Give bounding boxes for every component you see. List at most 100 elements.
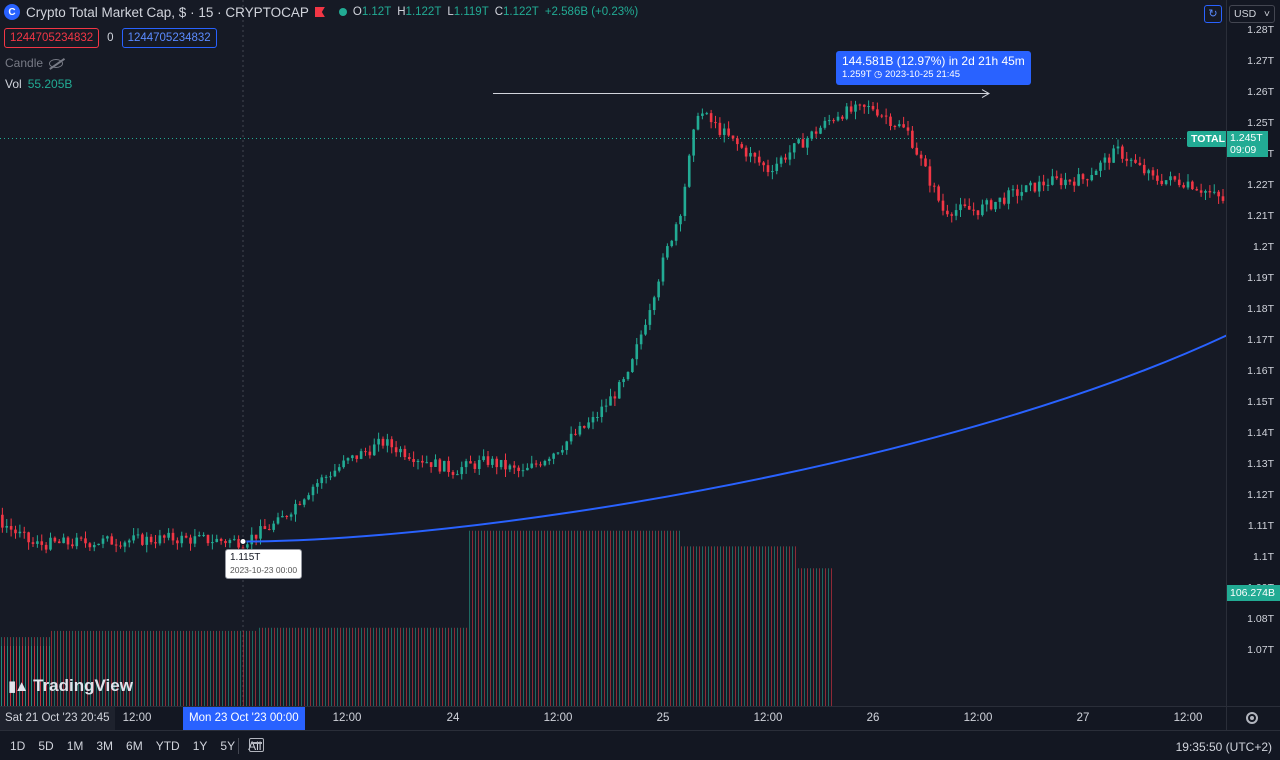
- volume-bar: [493, 530, 494, 706]
- time-axis[interactable]: Sat 21 Oct '23 20:45 Mon 23 Oct '23 00:0…: [0, 706, 1226, 730]
- volume-bar: [690, 546, 691, 706]
- measure-label[interactable]: 144.581B (12.97%) in 2d 21h 45m 1.259T ◷…: [836, 51, 1031, 85]
- volume-bar: [135, 630, 136, 706]
- volume-bar: [153, 630, 154, 706]
- candle: [679, 214, 682, 232]
- timeframe-button[interactable]: 1M: [66, 739, 84, 753]
- candle: [963, 198, 967, 208]
- input-a-box[interactable]: 1244705234832: [4, 28, 100, 48]
- volume-bar: [316, 627, 317, 706]
- volume-bar: [46, 646, 47, 706]
- crypto-cap-icon[interactable]: C: [4, 4, 20, 20]
- volume-bar: [466, 627, 467, 706]
- candle-legend-row[interactable]: Candle: [5, 56, 64, 70]
- clock[interactable]: 19:35:50 (UTC+2): [1175, 740, 1272, 754]
- candle: [1051, 168, 1054, 186]
- candle: [1151, 167, 1155, 180]
- timeframe-button[interactable]: 5D: [38, 739, 54, 753]
- candle: [57, 538, 61, 544]
- volume-bar: [643, 530, 644, 706]
- volume-bar: [228, 630, 229, 706]
- timeframe-button[interactable]: 1D: [10, 739, 26, 753]
- volume-bar: [144, 630, 145, 706]
- price-chart[interactable]: [0, 0, 1226, 706]
- candle: [224, 539, 227, 548]
- volume-bar: [676, 530, 677, 706]
- volume-bar: [541, 530, 542, 706]
- calendar-icon[interactable]: [249, 738, 264, 752]
- volume-bar: [382, 627, 383, 706]
- volume-bar: [361, 627, 362, 706]
- timeframe-button[interactable]: 5Y: [220, 739, 236, 753]
- candle: [27, 531, 30, 550]
- candle: [447, 456, 450, 477]
- start-point-label[interactable]: 1.115T 2023-10-23 00:00: [225, 549, 303, 579]
- candle: [92, 541, 96, 552]
- candle: [512, 461, 516, 474]
- chart-pane[interactable]: C Crypto Total Market Cap, $ · 15 · CRYP…: [0, 0, 1226, 706]
- volume-bar: [295, 627, 296, 706]
- candle: [648, 303, 652, 331]
- timeframe-button[interactable]: YTD: [155, 739, 180, 753]
- volume-bar: [616, 530, 617, 706]
- candle: [215, 534, 219, 543]
- candle: [762, 161, 765, 172]
- volume-bar: [340, 627, 341, 706]
- input-b-box[interactable]: 1244705234832: [121, 28, 217, 48]
- volume-bar: [816, 568, 817, 706]
- volume-bar: [237, 630, 238, 706]
- timeframe-button[interactable]: 6M: [126, 739, 143, 753]
- candle: [862, 104, 866, 114]
- volume-bar: [370, 627, 371, 706]
- market-status-icon[interactable]: [338, 8, 347, 16]
- tradingview-watermark[interactable]: ▮▲ TradingView: [8, 676, 133, 696]
- candle: [197, 531, 201, 537]
- candle: [596, 411, 599, 422]
- volume-bar: [249, 630, 250, 706]
- volume-bar: [589, 530, 590, 706]
- candle: [162, 534, 166, 544]
- time-tick: 12:00: [1173, 712, 1203, 724]
- timeframe-button[interactable]: 1Y: [192, 739, 208, 753]
- volume-bar: [234, 630, 235, 706]
- candle: [1086, 178, 1089, 187]
- candle: [858, 103, 862, 111]
- candle: [932, 182, 936, 193]
- sync-icon[interactable]: ↻: [1204, 5, 1222, 23]
- volume-bar: [637, 530, 638, 706]
- volume-bar: [684, 546, 685, 706]
- currency-button[interactable]: USD ˅: [1229, 5, 1275, 23]
- volume-legend-row[interactable]: Vol 55.205B: [5, 77, 72, 91]
- candle: [1147, 168, 1150, 181]
- flag-icon[interactable]: [314, 7, 325, 17]
- volume-bar: [577, 530, 578, 706]
- candle: [1046, 178, 1050, 192]
- volume-bar: [51, 630, 52, 706]
- candles: [1, 100, 1225, 554]
- volume-bar: [243, 630, 244, 706]
- volume-bar: [394, 627, 395, 706]
- symbol-title[interactable]: Crypto Total Market Cap, $ · 15 · CRYPTO…: [26, 4, 309, 20]
- brand-name: TradingView: [33, 676, 133, 695]
- volume-bar: [189, 630, 190, 706]
- chart-settings-corner[interactable]: [1226, 706, 1280, 730]
- volume-bar: [183, 630, 184, 706]
- volume-bar: [562, 530, 563, 706]
- eye-hidden-icon[interactable]: [49, 58, 64, 68]
- candle: [469, 455, 472, 464]
- last-price-tag: 1.245T 09:09: [1227, 131, 1268, 157]
- volume-bar: [478, 530, 479, 706]
- volume-bar: [358, 627, 359, 706]
- candle: [1059, 173, 1063, 190]
- candle: [788, 145, 792, 166]
- volume-bar: [43, 646, 44, 706]
- volume-bar: [132, 630, 133, 706]
- volume-bar: [322, 627, 323, 706]
- volume-bar: [304, 627, 305, 706]
- candle: [797, 137, 800, 145]
- gear-icon[interactable]: [1246, 712, 1258, 724]
- candle: [180, 531, 184, 548]
- timeframe-button[interactable]: 3M: [96, 739, 114, 753]
- volume-bar: [334, 627, 335, 706]
- volume-bar: [391, 627, 392, 706]
